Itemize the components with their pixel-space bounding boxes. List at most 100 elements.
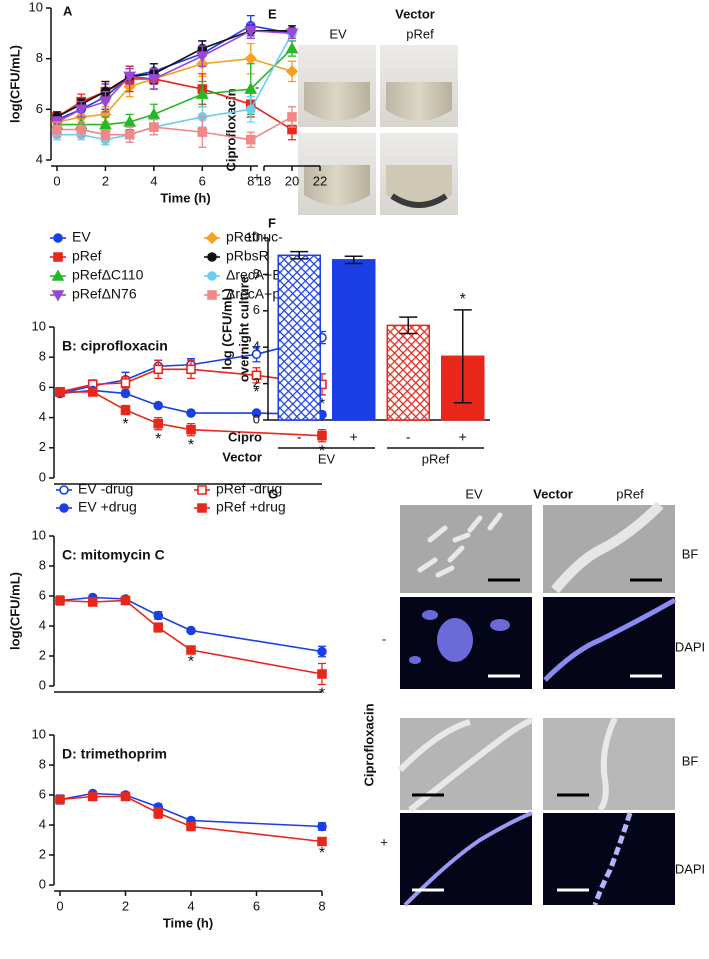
y-tick-label: 8: [39, 557, 46, 572]
panel-title: Vector: [395, 6, 435, 21]
y-tick-label: 2: [39, 439, 46, 454]
y-axis-title: overnight culture: [236, 276, 251, 382]
data-point: [153, 418, 164, 429]
y-axis-title: log (CFU/mL): [219, 288, 234, 370]
x-tick-label: 2: [102, 173, 109, 188]
legend-marker: [197, 485, 207, 495]
row-label: Vector: [222, 449, 262, 464]
category-label: -: [406, 429, 411, 445]
tube-photo: [298, 45, 458, 215]
y-tick-label: 4: [253, 339, 260, 354]
column-label: pRef: [616, 486, 644, 501]
data-point: [55, 794, 65, 805]
y-tick-label: 2: [39, 846, 46, 861]
error-bar: [453, 309, 472, 404]
data-point: [186, 364, 196, 375]
data-point: [195, 51, 209, 63]
y-tick-label: 0: [39, 677, 46, 692]
y-tick-label: 6: [39, 587, 46, 602]
data-point: [147, 107, 161, 120]
column-label: pRef: [406, 26, 434, 41]
y-tick-label: 4: [36, 151, 43, 166]
data-point: [99, 96, 112, 109]
y-tick-label: 0: [39, 876, 46, 891]
significance: *: [188, 437, 194, 454]
data-point: [153, 610, 164, 621]
data-point: [317, 430, 327, 441]
legend-marker: [207, 252, 217, 262]
legend-label: pRefnuc-: [226, 229, 283, 245]
category-label: -: [297, 429, 302, 445]
panel-label: G: [268, 486, 278, 501]
data-point: [245, 104, 256, 115]
legend-label: EV: [72, 229, 91, 245]
y-tick-label: 8: [39, 349, 46, 364]
y-axis-title: log(CFU/mL): [7, 572, 22, 650]
y-axis-title: log(CFU/mL): [7, 45, 22, 123]
x-tick-label: 0: [56, 898, 63, 913]
data-point: [186, 821, 196, 832]
y-tick-label: 8: [253, 266, 260, 281]
row-label: -: [255, 79, 259, 94]
channel-label: BF: [682, 546, 699, 561]
data-point: [244, 26, 258, 38]
series-line: [59, 596, 323, 653]
data-point: [74, 104, 88, 116]
category-label: +: [459, 429, 467, 445]
data-point: [120, 791, 131, 802]
significance: *: [319, 845, 325, 862]
error-bar: [399, 316, 418, 335]
y-tick-label: 2: [39, 647, 46, 662]
row-title: Ciprofloxacin: [223, 88, 238, 171]
x-tick-label: 0: [53, 173, 60, 188]
data-point: [76, 124, 87, 135]
data-point: [317, 836, 327, 847]
data-point: [87, 791, 98, 802]
significance: *: [460, 291, 466, 308]
significance: *: [319, 686, 325, 703]
data-point: [153, 400, 164, 411]
data-point: [124, 129, 135, 140]
y-tick-label: 8: [36, 50, 43, 65]
data-point: [120, 378, 131, 388]
data-point: [123, 115, 137, 127]
data-point: [55, 387, 65, 397]
panel-label: F: [268, 215, 276, 230]
y-tick-label: 6: [39, 786, 46, 801]
series-line: [60, 391, 323, 437]
legend-label: pRefΔC110: [72, 267, 144, 283]
data-point: [317, 669, 327, 679]
data-point: [317, 821, 327, 832]
bar: [332, 259, 376, 421]
series-line: [59, 792, 323, 828]
chart-title: D: trimethoprim: [62, 746, 167, 762]
channel-label: DAPI: [675, 861, 705, 876]
group-label: EV: [318, 451, 336, 466]
legend-marker: [51, 269, 65, 281]
legend-label: pRbsR: [226, 248, 269, 264]
y-tick-label: 4: [39, 816, 46, 831]
data-point: [251, 408, 262, 418]
legend-marker: [53, 252, 63, 262]
y-tick-label: 0: [39, 469, 46, 484]
x-tick-label: 8: [318, 898, 325, 913]
channel-label: BF: [682, 753, 699, 768]
channel-label: DAPI: [675, 639, 705, 654]
bar: [386, 324, 430, 421]
significance: *: [188, 653, 194, 670]
series-line: [57, 47, 293, 126]
bar: [277, 254, 321, 421]
x-axis-title: Time (h): [163, 915, 213, 930]
y-tick-label: 10: [246, 229, 260, 244]
data-point: [87, 387, 98, 397]
significance: *: [155, 431, 161, 448]
panel-e: E Vector EV pRef Ciprofloxacin - +: [223, 6, 458, 215]
x-tick-label: 6: [253, 898, 260, 913]
legend-label: pRef +drug: [216, 499, 286, 515]
data-point: [52, 124, 62, 135]
data-point: [195, 87, 209, 99]
data-point: [186, 408, 196, 418]
x-axis-title: Time (h): [160, 190, 210, 205]
data-point: [287, 112, 297, 122]
